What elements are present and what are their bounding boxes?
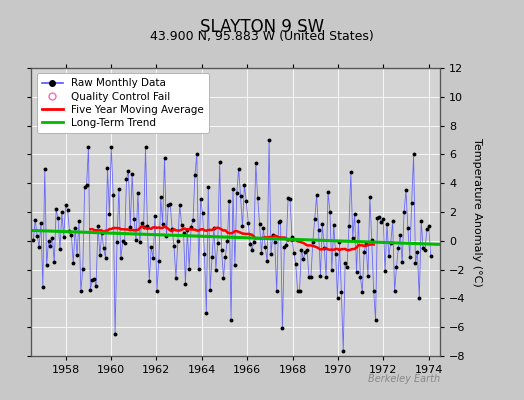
Y-axis label: Temperature Anomaly (°C): Temperature Anomaly (°C) <box>472 138 483 286</box>
Text: SLAYTON 9 SW: SLAYTON 9 SW <box>200 18 324 36</box>
Text: Berkeley Earth: Berkeley Earth <box>368 374 440 384</box>
Text: 43.900 N, 95.883 W (United States): 43.900 N, 95.883 W (United States) <box>150 30 374 43</box>
Legend: Raw Monthly Data, Quality Control Fail, Five Year Moving Average, Long-Term Tren: Raw Monthly Data, Quality Control Fail, … <box>37 73 209 133</box>
